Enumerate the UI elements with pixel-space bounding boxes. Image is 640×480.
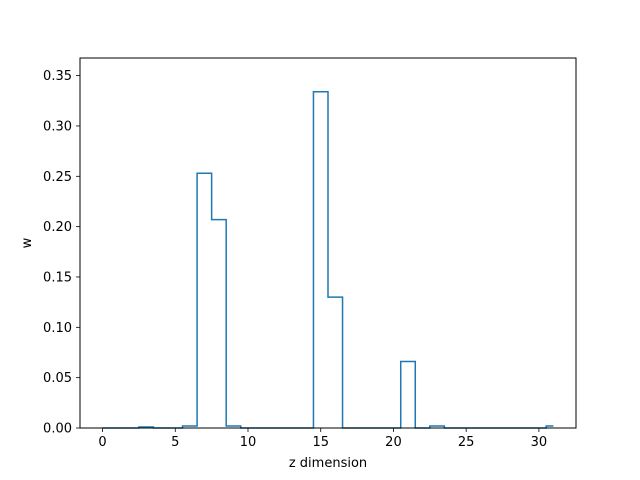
x-axis-ticks: 0 5 10 15 20 25 30 [98, 428, 547, 450]
y-tick-label: 0.25 [43, 170, 72, 185]
x-tick-label: 25 [458, 435, 475, 450]
x-axis-label: z dimension [289, 456, 367, 471]
x-tick-label: 20 [385, 435, 402, 450]
y-axis-ticks: 0.00 0.05 0.10 0.15 0.20 0.25 0.30 0.35 [43, 69, 80, 437]
x-tick-label: 30 [531, 435, 548, 450]
x-tick-label: 5 [171, 435, 179, 450]
y-tick-label: 0.15 [43, 270, 72, 285]
y-tick-label: 0.00 [43, 422, 72, 437]
y-tick-label: 0.20 [43, 220, 72, 235]
y-axis-label: w [20, 237, 35, 248]
x-tick-label: 10 [240, 435, 257, 450]
x-tick-label: 0 [98, 435, 106, 450]
y-tick-label: 0.10 [43, 321, 72, 336]
y-tick-label: 0.30 [43, 119, 72, 134]
y-tick-label: 0.35 [43, 69, 72, 84]
y-tick-label: 0.05 [43, 371, 72, 386]
plot-frame [79, 57, 577, 429]
x-tick-label: 15 [312, 435, 329, 450]
